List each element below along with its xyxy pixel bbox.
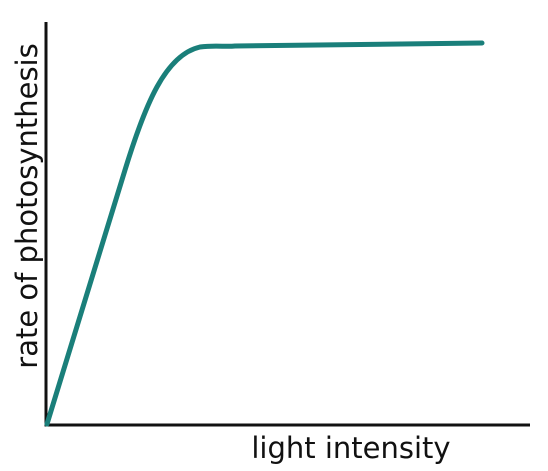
curve xyxy=(44,40,485,427)
y-axis-label: rate of photosynthesis xyxy=(10,43,44,368)
x-axis-label: light intensity xyxy=(251,431,450,465)
